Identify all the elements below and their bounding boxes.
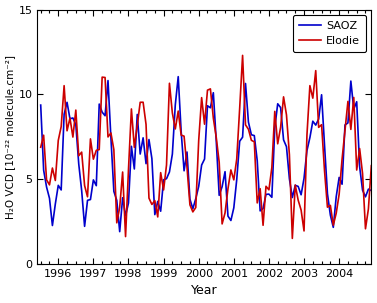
Elodie [167, 82, 172, 85]
Elodie [296, 198, 300, 202]
Elodie [369, 164, 374, 168]
Elodie [240, 54, 245, 57]
X-axis label: Year: Year [191, 285, 218, 298]
SAOZ [296, 185, 300, 188]
Line: SAOZ: SAOZ [41, 77, 371, 232]
Elodie [77, 154, 81, 158]
Elodie [129, 107, 134, 111]
SAOZ [258, 209, 262, 213]
SAOZ [369, 189, 374, 192]
Elodie [38, 145, 43, 149]
Y-axis label: H₂O VCD [10⁻²² molecule.cm⁻²]: H₂O VCD [10⁻²² molecule.cm⁻²] [6, 55, 15, 219]
Elodie [255, 201, 259, 205]
SAOZ [38, 103, 43, 107]
Elodie [132, 145, 136, 149]
SAOZ [118, 230, 122, 234]
SAOZ [176, 75, 181, 78]
SAOZ [170, 152, 175, 156]
Elodie [290, 237, 294, 240]
SAOZ [132, 167, 136, 171]
SAOZ [135, 113, 139, 116]
Legend: SAOZ, Elodie: SAOZ, Elodie [293, 15, 366, 52]
SAOZ [77, 162, 81, 166]
Line: Elodie: Elodie [41, 55, 371, 238]
